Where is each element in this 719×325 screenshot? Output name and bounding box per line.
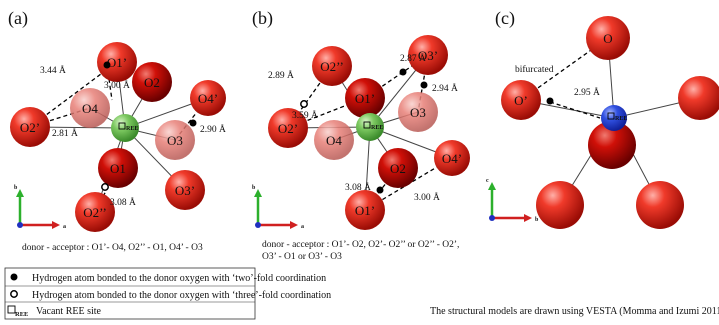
axis-arrow [290, 221, 298, 229]
atom-label: O2’’ [320, 59, 344, 74]
atom-label: REE [371, 125, 383, 131]
atom-label: O4 [82, 101, 98, 116]
axis-label: a [301, 224, 304, 230]
distance-label: 3.08 Å [110, 196, 136, 208]
atom-label: O1’ [355, 203, 375, 218]
distance-label: 3.00 Å [414, 191, 440, 203]
credit: The structural models are drawn using VE… [430, 306, 719, 317]
hydrogen [104, 62, 111, 69]
atom-label: O [603, 31, 612, 46]
atom-label: O2’ [20, 120, 40, 135]
axis-label: b [14, 185, 18, 191]
atom-label: O3’ [175, 183, 195, 198]
atom-label: O2’ [278, 121, 298, 136]
hydrogen [400, 69, 407, 76]
axis-origin [17, 222, 23, 228]
axis-arrow [488, 182, 496, 190]
legend-filled-h [11, 274, 18, 281]
axis-label: b [535, 217, 539, 223]
panel-label: (c) [495, 8, 515, 29]
legend-text: Hydrogen atom bonded to the donor oxygen… [32, 273, 326, 284]
axis-origin [489, 215, 495, 221]
axis-label: b [252, 185, 256, 191]
axis-arrow [524, 214, 532, 222]
atom [678, 76, 719, 120]
distance-label: 2.95 Å [574, 86, 600, 98]
hydrogen [547, 98, 554, 105]
caption: donor - acceptor : O1’- O4, O2’’ - O1, O… [22, 243, 203, 253]
atom-label: O4’ [442, 151, 462, 166]
legend-vacancy-box [8, 306, 15, 313]
distance-label: bifurcated [515, 64, 554, 75]
caption: O3’ - O1 or O3’ - O3 [262, 252, 342, 262]
axis-arrow [52, 221, 60, 229]
distance-label: 3.00 Å [104, 79, 130, 91]
atom-label: O4’ [198, 91, 218, 106]
distance-label: 2.89 Å [268, 69, 294, 81]
atom-label: O2’’ [83, 205, 107, 220]
distance-label: 2.94 Å [432, 82, 458, 94]
hydrogen [190, 120, 197, 127]
distance-label: 2.81 Å [52, 127, 78, 139]
hydrogen [421, 82, 428, 89]
legend-text: Hydrogen atom bonded to the donor oxygen… [32, 290, 331, 301]
panel-label: (a) [8, 8, 28, 29]
atom-label: O1’ [355, 91, 375, 106]
distance-label: 3.08 Å [345, 181, 371, 193]
hydrogen [301, 101, 307, 107]
atom-label: O3 [410, 105, 426, 120]
legend-text: Vacant REE site [36, 306, 102, 317]
atom-label: O1 [110, 161, 126, 176]
hydrogen [377, 187, 384, 194]
distance-label: 2.87 Å [400, 52, 426, 64]
distance-label: 3.59 Å [292, 109, 318, 121]
atom-label: O2 [390, 161, 406, 176]
atom-label: O1’ [107, 55, 127, 70]
atom [636, 181, 684, 229]
distance-label: 3.44 Å [40, 64, 66, 76]
legend-subscript: REE [15, 311, 28, 318]
panel-label: (b) [252, 8, 273, 29]
axis-origin [255, 222, 261, 228]
atom-label: O2 [144, 75, 160, 90]
atom-label: REE [615, 116, 627, 122]
atom-label: REE [126, 126, 138, 132]
axis-label: c [486, 178, 489, 184]
atom-label: O4 [326, 133, 342, 148]
atom-label: O3 [167, 133, 183, 148]
distance-label: 2.90 Å [200, 123, 226, 135]
atom-label: O’ [514, 93, 528, 108]
caption: donor - acceptor : O1’- O2, O2’- O2’’ or… [262, 240, 459, 250]
axis-label: a [63, 224, 66, 230]
figure: Hydrogen atom bonded to the donor oxygen… [0, 0, 719, 320]
hydrogen [102, 184, 108, 190]
atom [536, 181, 584, 229]
legend-open-h [11, 291, 17, 297]
